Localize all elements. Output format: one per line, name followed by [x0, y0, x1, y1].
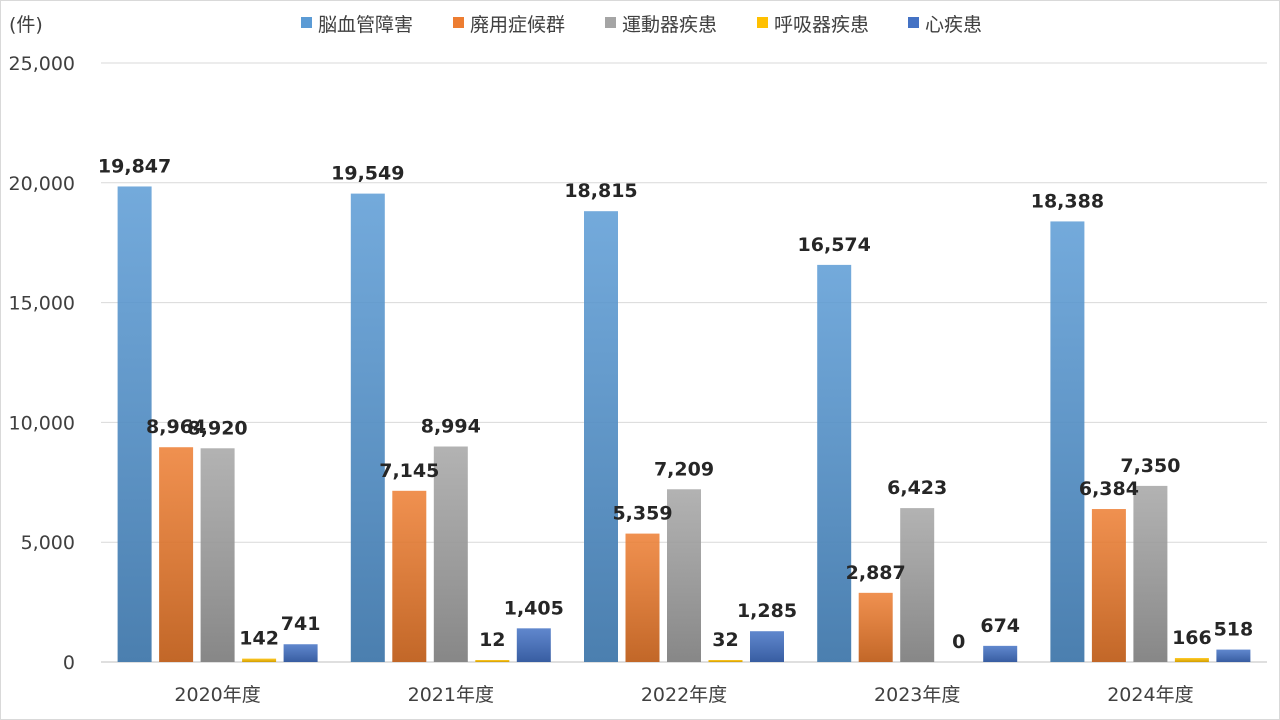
x-axis: 2020年度 2021年度 2022年度 2023年度 2024年度: [174, 684, 1193, 706]
data-label: 18,815: [564, 180, 637, 202]
bar-心疾患: [983, 645, 1018, 662]
data-label: 8,964: [146, 416, 206, 438]
bar-脳血管障害: [817, 264, 852, 662]
bar-呼吸器疾患: [475, 660, 510, 662]
bar-脳血管障害: [350, 193, 385, 662]
data-label: 1,285: [737, 600, 797, 622]
x-category-label: 2022年度: [641, 684, 727, 706]
bar-運動器疾患: [433, 446, 468, 662]
data-label: 5,359: [612, 503, 672, 525]
bar-呼吸器疾患: [1174, 658, 1209, 662]
data-label: 18,388: [1031, 190, 1104, 212]
data-label: 0: [952, 631, 965, 653]
data-label: 8,920: [188, 417, 248, 439]
y-tick-label: 10,000: [9, 412, 75, 434]
y-tick-label: 5,000: [21, 532, 75, 554]
data-label: 1,405: [504, 597, 564, 619]
y-unit-label: (件): [9, 14, 43, 36]
bar-運動器疾患: [1133, 485, 1168, 662]
legend-swatch: [453, 17, 464, 28]
bar-心疾患: [283, 644, 318, 662]
bar-心疾患: [1216, 649, 1251, 662]
bar-脳血管障害: [117, 186, 152, 662]
bar-脳血管障害: [1050, 221, 1085, 662]
bar-運動器疾患: [900, 508, 935, 662]
data-label: 2,887: [846, 562, 906, 584]
bar-運動器疾患: [667, 489, 701, 662]
bar-廃用症候群: [392, 490, 427, 662]
y-tick-label: 20,000: [9, 173, 75, 195]
legend-swatch: [301, 17, 312, 28]
bar-脳血管障害: [584, 211, 618, 662]
data-label: 518: [1214, 619, 1254, 641]
data-label: 674: [980, 615, 1020, 637]
bar-廃用症候群: [1091, 509, 1126, 662]
data-label: 8,994: [421, 416, 481, 438]
y-tick-label: 25,000: [9, 53, 75, 75]
data-label: 6,384: [1079, 478, 1139, 500]
legend-swatch: [908, 17, 919, 28]
data-label: 12: [479, 629, 505, 651]
data-label: 19,847: [98, 155, 171, 177]
legend-label: 廃用症候群: [470, 14, 565, 36]
data-label: 19,549: [331, 163, 404, 185]
bar-心疾患: [750, 631, 784, 662]
y-tick-label: 0: [63, 652, 75, 674]
legend-label: 呼吸器疾患: [774, 14, 869, 36]
data-label: 32: [712, 629, 738, 651]
legend-swatch: [605, 17, 616, 28]
data-label: 7,145: [379, 460, 439, 482]
x-category-label: 2023年度: [874, 684, 960, 706]
bar-呼吸器疾患: [242, 658, 277, 662]
y-tick-label: 15,000: [9, 293, 75, 315]
legend-swatch: [757, 17, 768, 28]
y-axis: 0 5,000 10,000 15,000 20,000 25,000: [9, 53, 75, 674]
data-label: 142: [239, 628, 279, 650]
x-category-label: 2020年度: [174, 684, 260, 706]
bar-呼吸器疾患: [708, 660, 743, 662]
x-category-label: 2021年度: [408, 684, 494, 706]
legend-label: 心疾患: [925, 14, 982, 36]
data-label: 16,574: [798, 234, 871, 256]
x-category-label: 2024年度: [1107, 684, 1193, 706]
legend-label: 脳血管障害: [318, 14, 413, 36]
bar-廃用症候群: [625, 533, 660, 662]
bar-廃用症候群: [858, 592, 893, 662]
legend-label: 運動器疾患: [622, 14, 717, 36]
data-label: 166: [1172, 627, 1212, 649]
bar-心疾患: [516, 628, 551, 662]
bar-運動器疾患: [200, 448, 235, 662]
data-label: 741: [281, 613, 321, 635]
bars: [117, 186, 1251, 662]
data-label: 7,350: [1120, 455, 1180, 477]
data-label: 6,423: [887, 477, 947, 499]
legend: 脳血管障害 廃用症候群 運動器疾患 呼吸器疾患 心疾患: [301, 14, 982, 36]
bar-廃用症候群: [159, 447, 194, 662]
data-label: 7,209: [654, 458, 714, 480]
